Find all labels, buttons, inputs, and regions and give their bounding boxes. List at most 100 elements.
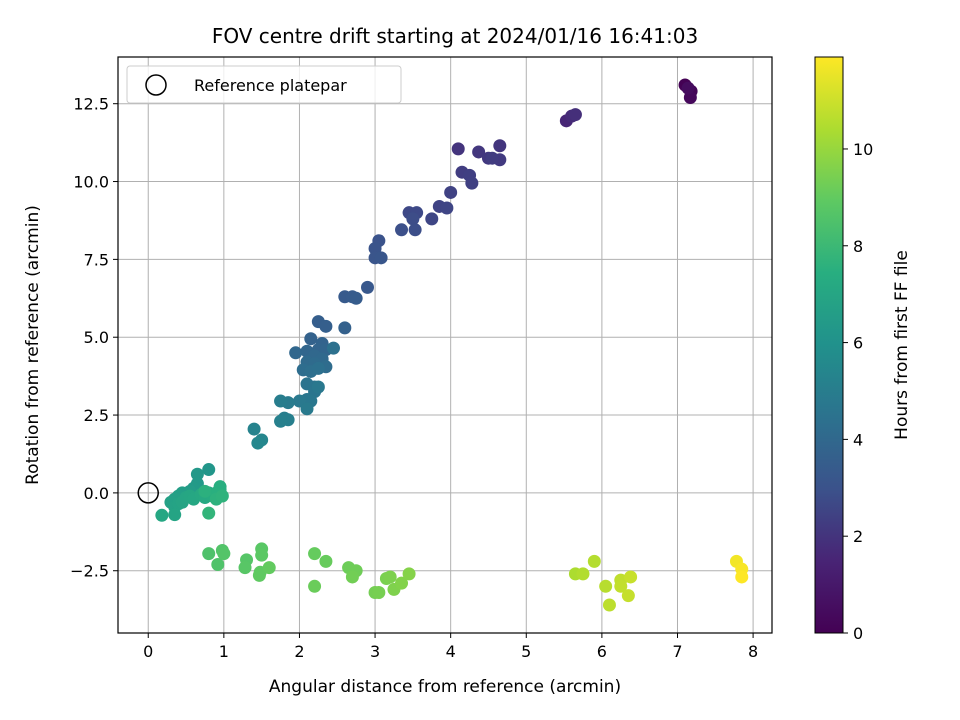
x-tick-label: 1: [219, 642, 229, 661]
data-point: [621, 589, 635, 603]
colorbar-ticks: 0 2 4 6 8 10: [843, 140, 873, 643]
axes-frame: [117, 56, 773, 634]
data-point: [308, 547, 322, 561]
data-point: [406, 212, 420, 226]
x-axis-label: Angular distance from reference (arcmin): [269, 677, 621, 697]
data-point: [238, 561, 252, 575]
data-point: [568, 108, 582, 122]
x-tick-label: 0: [143, 642, 153, 661]
data-point: [587, 554, 601, 568]
y-tick-label: −2.5: [70, 562, 109, 581]
data-point: [372, 586, 386, 600]
data-point: [155, 508, 169, 522]
data-point: [217, 547, 231, 561]
x-tick-label: 8: [748, 642, 758, 661]
x-tick-label: 4: [446, 642, 456, 661]
y-tick-label: 5.0: [84, 328, 109, 347]
y-tick-label: 10.0: [73, 173, 109, 192]
legend-marker-reference: [145, 74, 167, 96]
x-tick-label: 6: [597, 642, 607, 661]
data-point: [311, 380, 325, 394]
data-point: [408, 223, 422, 237]
data-point: [311, 361, 325, 375]
data-point: [252, 568, 266, 582]
data-point: [308, 579, 322, 593]
data-point: [251, 436, 265, 450]
data-point: [215, 489, 229, 503]
y-tick-label: 7.5: [84, 250, 109, 269]
data-point: [395, 223, 409, 237]
data-point: [198, 484, 212, 498]
data-point: [338, 321, 352, 335]
x-axis-ticks: 0 1 2 3 4 5 6 7 8: [143, 633, 758, 661]
data-point: [599, 579, 613, 593]
data-point: [300, 402, 314, 416]
data-point: [602, 598, 616, 612]
colorbar-frame: [814, 56, 844, 634]
data-point: [345, 570, 359, 584]
data-point: [465, 176, 479, 190]
colorbar-tick-label: 2: [853, 527, 863, 546]
data-point: [440, 201, 454, 215]
data-point: [383, 570, 397, 584]
data-point: [289, 346, 303, 360]
data-point: [168, 508, 182, 522]
data-point: [274, 394, 288, 408]
colorbar-tick-label: 6: [853, 334, 863, 353]
data-point: [262, 561, 276, 575]
data-point: [402, 567, 416, 581]
data-point: [349, 291, 363, 305]
data-point: [211, 558, 225, 572]
data-point: [319, 554, 333, 568]
data-point: [576, 567, 590, 581]
colorbar-tick-label: 4: [853, 430, 863, 449]
data-point: [735, 570, 749, 584]
data-point: [425, 212, 439, 226]
legend: Reference platepar: [126, 65, 402, 104]
grid: [118, 57, 772, 633]
colorbar: 0 2 4 6 8 10 Hours from first FF file: [814, 56, 912, 643]
data-point: [255, 548, 269, 562]
data-point: [444, 185, 458, 199]
data-point: [681, 81, 695, 95]
y-axis-label: Rotation from reference (arcmin): [23, 205, 43, 485]
x-tick-label: 3: [370, 642, 380, 661]
data-point: [614, 579, 628, 593]
y-tick-label: 12.5: [73, 95, 109, 114]
x-tick-label: 2: [294, 642, 304, 661]
data-point: [247, 422, 261, 436]
data-point: [319, 319, 333, 333]
data-point: [485, 151, 499, 165]
y-tick-label: 0.0: [84, 484, 109, 503]
x-tick-label: 5: [521, 642, 531, 661]
colorbar-tick-label: 8: [853, 237, 863, 256]
data-point: [472, 145, 486, 159]
colorbar-tick-label: 0: [853, 624, 863, 643]
data-point: [368, 241, 382, 255]
data-point: [493, 139, 507, 153]
legend-label-reference: Reference platepar: [194, 76, 347, 95]
data-point: [451, 142, 465, 156]
x-tick-label: 7: [672, 642, 682, 661]
data-point: [202, 547, 216, 561]
data-point: [202, 463, 216, 477]
data-point: [190, 467, 204, 481]
legend-box: [126, 65, 402, 104]
y-tick-label: 2.5: [84, 406, 109, 425]
data-point: [202, 506, 216, 520]
data-point: [374, 251, 388, 265]
colorbar-label: Hours from first FF file: [892, 250, 912, 440]
colorbar-gradient: [815, 57, 843, 633]
data-point: [395, 576, 409, 590]
chart-title: FOV centre drift starting at 2024/01/16 …: [212, 24, 698, 48]
data-point: [274, 414, 288, 428]
data-point: [624, 570, 638, 584]
data-point: [361, 280, 375, 294]
data-point: [326, 341, 340, 355]
colorbar-tick-label: 10: [853, 140, 873, 159]
scatter-points: [137, 78, 749, 612]
y-axis-ticks: −2.5 0.0 2.5 5.0 7.5 10.0 12.5: [70, 95, 118, 581]
reference-marker: [137, 482, 159, 504]
